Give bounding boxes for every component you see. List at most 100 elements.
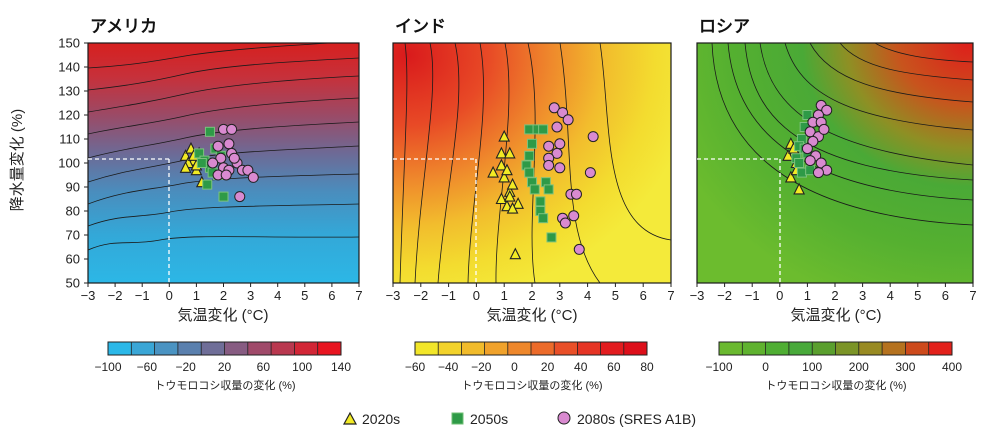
x-tick-label: 6 xyxy=(328,288,335,303)
y-tick-label: 110 xyxy=(59,132,80,147)
colorbar-segment xyxy=(858,342,883,355)
point-2080s xyxy=(559,217,571,229)
x-tick-label: 6 xyxy=(640,288,647,303)
legend-marker-square xyxy=(451,412,464,425)
colorbar-tick-label: −100 xyxy=(705,360,732,374)
scatter-points xyxy=(782,99,833,195)
colorbar-segment xyxy=(623,342,648,355)
y-axis-label: 降水量変化 (%) xyxy=(9,109,26,212)
colorbar-tick-label: 100 xyxy=(292,360,312,374)
point-2080s xyxy=(212,140,224,152)
x-tick-label: 1 xyxy=(501,288,508,303)
point-2080s xyxy=(543,159,555,171)
x-tick-label: 7 xyxy=(969,288,976,303)
point-2080s xyxy=(207,157,219,169)
colorbar-tick-label: 20 xyxy=(541,360,555,374)
point-2080s xyxy=(551,121,563,133)
x-tick-label: 1 xyxy=(804,288,811,303)
point-2050s xyxy=(202,179,213,190)
colorbar-tick-label: 60 xyxy=(607,360,621,374)
x-tick-label: −2 xyxy=(108,288,123,303)
point-2080s xyxy=(812,167,824,179)
x-tick-label: −3 xyxy=(386,288,401,303)
x-tick-label: −1 xyxy=(135,288,150,303)
colorbar-tick-label: −40 xyxy=(438,360,459,374)
colorbar-tick-label: 40 xyxy=(574,360,588,374)
x-tick-label: −3 xyxy=(690,288,705,303)
point-2080s xyxy=(247,171,259,183)
colorbar-segment xyxy=(108,342,132,355)
panel-title: アメリカ xyxy=(90,17,157,36)
x-tick-label: 3 xyxy=(556,288,563,303)
legend: 2020s 2050s 2080s (SRES A1B) xyxy=(342,411,696,427)
scatter-points xyxy=(487,102,599,260)
colorbar-segment xyxy=(415,342,439,355)
point-2080s xyxy=(228,152,240,164)
point-2080s xyxy=(220,169,232,181)
point-2050s xyxy=(794,158,805,168)
colorbar-segment xyxy=(484,342,509,355)
point-2080s xyxy=(557,107,569,119)
point-2080s xyxy=(818,123,830,135)
point-2020s xyxy=(498,170,511,183)
colorbar-label: トウモロコシ収量の変化 (%) xyxy=(765,378,906,392)
point-2020s xyxy=(782,149,794,161)
colorbar-segment xyxy=(271,342,295,355)
point-2050s xyxy=(796,167,807,178)
x-tick-label: 4 xyxy=(887,288,894,303)
panel-title: ロシア xyxy=(699,17,750,36)
x-tick-label: 1 xyxy=(193,288,200,303)
colorbar-tick-label: 0 xyxy=(511,360,518,374)
colorbar-segment xyxy=(788,342,813,355)
colorbar-segment xyxy=(507,342,532,355)
x-tick-labels: −3 −2 −1 0 1 2 3 4 5 6 7 xyxy=(81,283,363,303)
colorbar-segment xyxy=(294,342,318,355)
y-tick-label: 140 xyxy=(58,60,80,75)
point-2050s xyxy=(535,196,546,207)
point-2050s xyxy=(524,124,535,135)
y-tick-label: 120 xyxy=(58,108,80,123)
point-2050s xyxy=(538,124,549,135)
contour-surface xyxy=(697,43,973,283)
x-axis-label: 気温変化 (°C) xyxy=(487,307,578,324)
colorbar-tick-label: −60 xyxy=(405,360,426,374)
x-tick-label: 0 xyxy=(166,288,173,303)
point-2080s xyxy=(562,114,574,126)
legend-marker-circle xyxy=(557,411,571,425)
point-2050s xyxy=(802,110,813,120)
legend-marker-triangle xyxy=(342,411,358,425)
legend-label: 2080s (SRES A1B) xyxy=(577,411,696,427)
x-tick-label: 0 xyxy=(473,288,480,303)
point-2050s xyxy=(527,138,537,149)
colorbar-segment xyxy=(742,342,766,355)
y-tick-label: 130 xyxy=(58,84,80,99)
colorbar-tick-label: 20 xyxy=(218,360,232,374)
point-2080s xyxy=(584,167,596,179)
x-tick-label: 5 xyxy=(301,288,308,303)
y-tick-labels: 50 60 70 80 90 100 110 120 130 140 150 xyxy=(58,36,88,291)
legend-label: 2050s xyxy=(470,411,508,427)
colorbar-tick-label: 100 xyxy=(802,360,822,374)
point-2020s xyxy=(512,197,524,209)
point-2020s xyxy=(793,182,806,195)
point-2050s xyxy=(524,150,535,161)
point-2050s xyxy=(194,148,205,159)
point-2080s xyxy=(223,138,235,150)
colorbar-segment xyxy=(835,342,860,355)
point-2020s xyxy=(495,146,508,159)
point-2080s xyxy=(568,210,580,222)
point-2020s xyxy=(495,158,508,171)
point-2050s xyxy=(543,184,554,195)
point-2020s xyxy=(179,161,192,173)
point-2050s xyxy=(204,126,215,137)
panel-title: インド xyxy=(395,17,446,36)
x-tick-label: 7 xyxy=(667,288,674,303)
panel-usa: アメリカ −3 −2 −1 0 1 2 3 4 5 6 7 50 60 70 80 90 100 110 120 1… xyxy=(58,17,362,392)
point-2080s xyxy=(548,102,560,114)
colorbar-segment xyxy=(812,342,836,355)
x-tick-label: 4 xyxy=(584,288,591,303)
x-axis-label: 気温変化 (°C) xyxy=(178,307,269,324)
colorbar: −100 −60 −20 20 60 100 140 xyxy=(94,341,351,374)
point-2080s xyxy=(554,138,566,150)
